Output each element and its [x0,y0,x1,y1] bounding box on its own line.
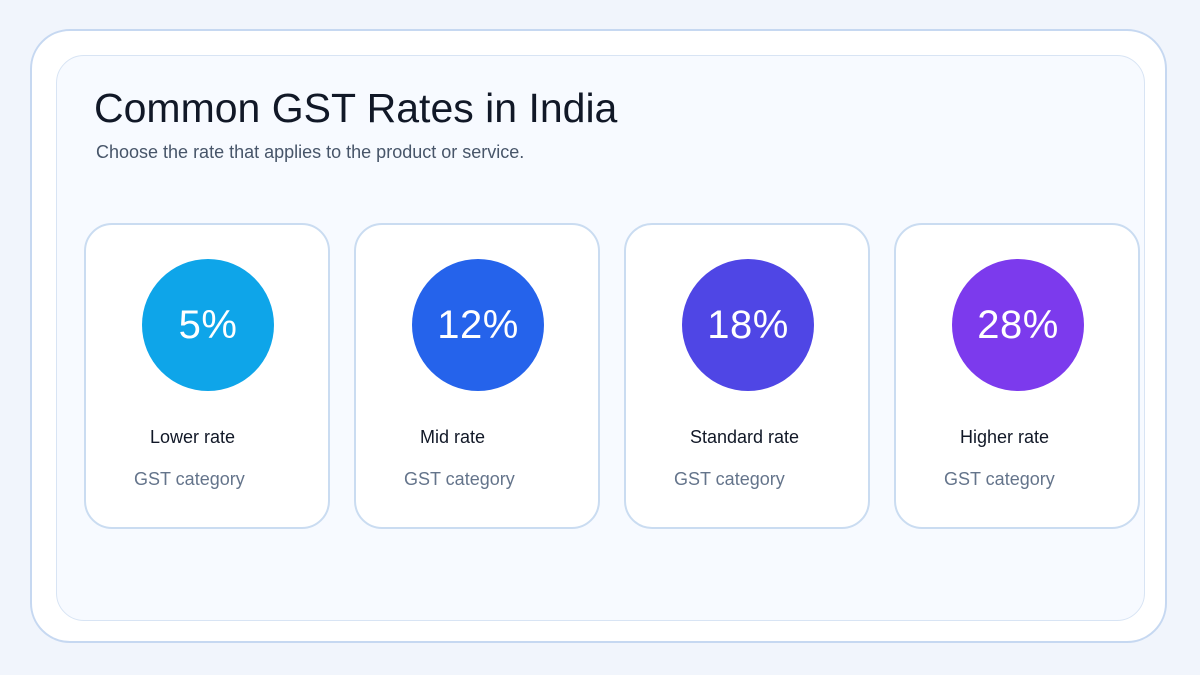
rate-value: 28% [977,303,1059,347]
rate-label: Mid rate [420,427,486,447]
outer-frame: Common GST Rates in India Choose the rat… [30,29,1167,643]
rate-category: GST category [404,469,515,489]
rate-badge: 5% [142,259,274,391]
rate-badge: 18% [682,259,814,391]
page-subtitle: Choose the rate that applies to the prod… [96,142,525,162]
rate-badge: 28% [952,259,1084,391]
rate-category: GST category [134,469,245,489]
rate-card-standard[interactable]: 18% Standard rate GST category [624,223,870,529]
rate-card-lower[interactable]: 5% Lower rate GST category [84,223,330,529]
rate-value: 18% [707,303,789,347]
page-title: Common GST Rates in India [94,85,618,131]
rate-card-mid[interactable]: 12% Mid rate GST category [354,223,600,529]
content-panel: Common GST Rates in India Choose the rat… [56,55,1145,621]
rate-card-higher[interactable]: 28% Higher rate GST category [894,223,1140,529]
rate-label: Higher rate [960,427,1050,447]
rate-value: 5% [178,303,238,347]
rate-badge: 12% [412,259,544,391]
rate-category: GST category [674,469,785,489]
rate-label: Standard rate [690,427,800,447]
rate-label: Lower rate [150,427,236,447]
rate-value: 12% [437,303,519,347]
rate-category: GST category [944,469,1055,489]
